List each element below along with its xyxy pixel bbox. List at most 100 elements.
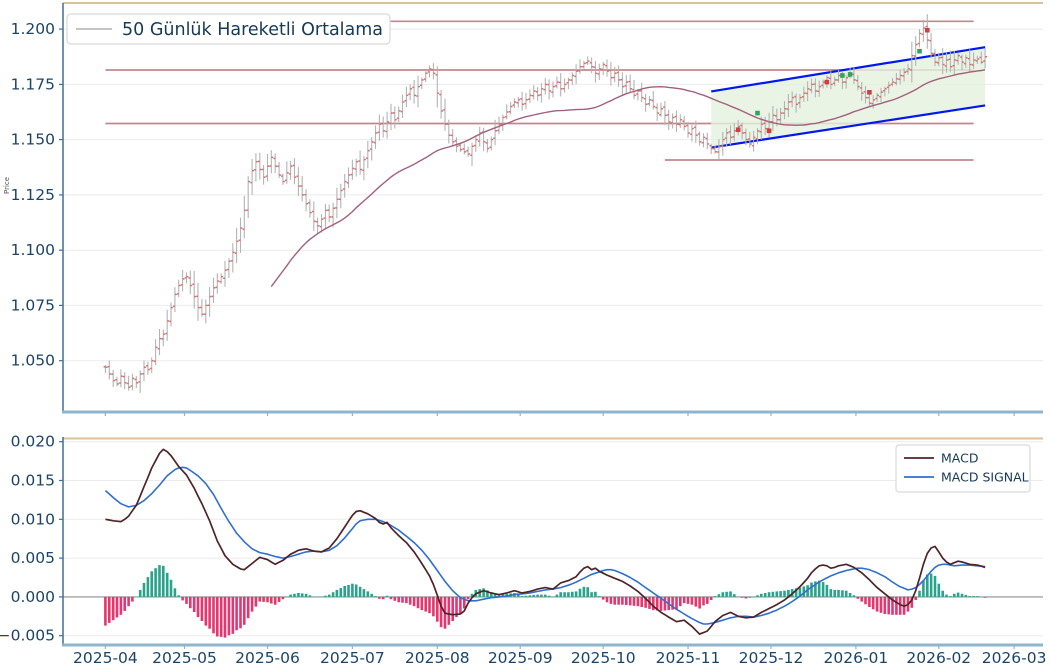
hist-bar-negative [281,596,285,600]
hist-bar-positive [528,595,532,597]
hist-bar-positive [347,584,350,597]
hist-bar-negative [706,596,709,604]
hist-bar-positive [165,572,169,597]
hist-bar-positive [729,591,732,597]
hist-bar-negative [227,596,231,636]
hist-bar-negative [659,596,663,611]
hist-bar-negative [868,596,871,607]
price-ytick-label: 1.175 [11,75,55,93]
hist-bar-positive [169,579,173,597]
hist-bar-negative [405,596,408,604]
hist-bar-positive [517,594,520,597]
hist-bar-negative [682,596,686,604]
hist-bar-positive [929,573,933,597]
hist-bar-negative [864,596,867,605]
hist-bar-positive [918,590,921,597]
hist-bar-negative [748,596,752,598]
hist-bar-negative [424,596,427,612]
hist-bar-positive [821,582,825,597]
buy-marker [840,73,845,78]
hist-bar-negative [181,596,184,601]
ma-line [270,69,986,288]
channel-lower-line [711,104,986,149]
hist-bar-negative [463,596,466,609]
hist-bar-positive [787,589,790,597]
hist-bar-positive [343,586,346,597]
sell-marker [735,127,741,132]
hist-bar-negative [131,596,134,602]
hist-bar-negative [243,596,246,625]
hist-bar-positive [833,589,836,597]
channel-fill [711,47,986,148]
hist-bar-negative [262,596,265,602]
price-ytick-label: 1.100 [11,241,55,259]
hist-bar-positive [578,588,582,597]
hist-bar-negative [447,596,451,625]
hist-bar-positive [779,591,782,597]
hist-bar-positive [802,586,806,597]
macd-legend-box [895,444,1031,493]
sell-marker [766,128,772,134]
ma-legend-label: 50 Günlük Hareketli Ortalama [122,20,383,40]
hist-bar-positive [540,594,543,597]
hist-bar-positive [297,593,300,597]
hist-bar-negative [250,596,254,612]
hist-bar-positive [293,593,296,597]
price-ytick-label: 1.125 [11,186,55,204]
hist-bar-negative [891,596,894,615]
hist-bar-positive [493,593,497,597]
hist-bar-positive [162,565,165,597]
hist-bar-negative [432,596,435,617]
hist-bar-positive [937,583,941,597]
x-tick-label: 2025-09 [488,649,553,666]
hist-bar-positive [810,582,813,597]
hist-bar-positive [783,590,786,597]
hist-bar-positive [339,588,343,597]
hist-bar-positive [547,595,551,597]
macd-ytick-label: 0.010 [11,510,55,528]
ma-legend-box [66,13,391,45]
hist-bar-negative [231,596,235,634]
hist-bar-positive [844,590,848,597]
hist-bar-negative [216,596,219,637]
price-ytick-label: 1.075 [11,296,55,314]
macd-panel: −0.005 0.000 0.005 0.010 0.015 0.020 2025-04 20… [0,433,1046,666]
hist-bar-negative [887,596,890,615]
hist-bar-negative [185,596,188,604]
hist-bar-negative [625,596,628,605]
macd-signal-legend-label: MACD SIGNAL [941,470,1029,485]
x-tick-label: 2026-03 [982,649,1047,666]
hist-bar-positive [173,588,177,597]
hist-bar-negative [223,596,227,638]
hist-bar-positive [571,591,574,597]
hist-bar-negative [609,596,613,604]
hist-bar-negative [408,596,412,605]
ohlc-bars [103,14,987,393]
hist-bar-positive [733,594,736,597]
x-tick-label: 2025-07 [320,649,385,666]
hist-bar-negative [871,596,875,610]
hist-bar-negative [397,596,400,603]
hist-bar-positive [150,571,153,597]
macd-line [105,448,986,635]
hist-bar-negative [860,596,863,602]
price-ytick-label: 1.150 [11,131,55,149]
hist-bar-positive [717,594,721,597]
macd-ytick-label: 0.015 [11,472,55,490]
hist-bar-negative [416,596,420,609]
hist-bar-negative [652,596,655,611]
hist-bar-negative [628,596,632,606]
x-tick-label: 2025-06 [235,649,300,666]
buy-marker [917,48,922,54]
hist-bar-negative [879,596,883,613]
hist-bar-negative [204,596,208,626]
hist-bar-positive [775,591,779,597]
hist-bar-negative [621,596,624,605]
hist-bar-negative [740,596,744,598]
macd-legend: MACD MACD SIGNAL [895,444,1031,493]
x-tick-label: 2025-12 [739,649,804,666]
hist-bar-negative [914,596,917,600]
hist-bar-negative [910,596,914,608]
hist-bar-negative [196,596,200,618]
